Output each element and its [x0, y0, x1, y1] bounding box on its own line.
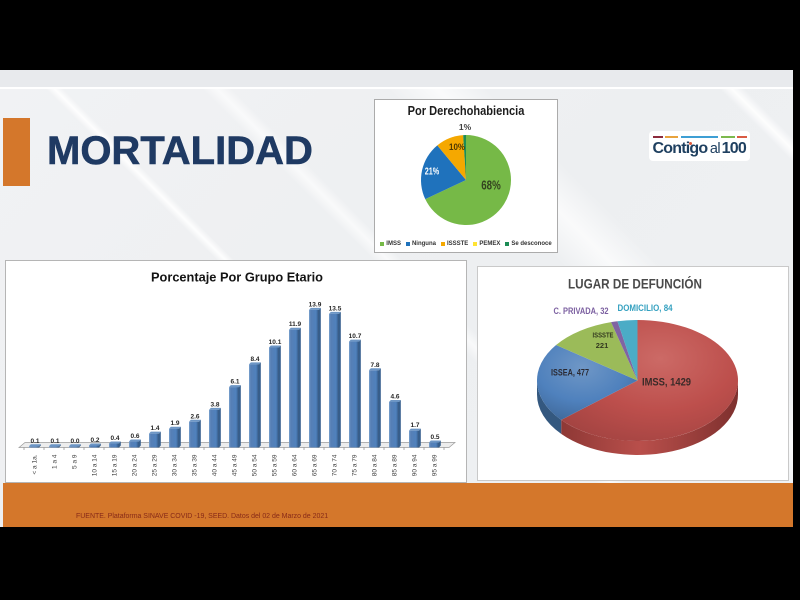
svg-text:LUGAR DE DEFUNCIÓN: LUGAR DE DEFUNCIÓN	[568, 275, 702, 292]
svg-text:10%: 10%	[449, 142, 465, 153]
svg-text:ISSEA, 477: ISSEA, 477	[551, 368, 589, 379]
svg-text:7.8: 7.8	[370, 362, 379, 369]
svg-text:13.9: 13.9	[309, 301, 322, 308]
svg-text:45 a 49: 45 a 49	[232, 454, 239, 476]
svg-text:0.0: 0.0	[70, 438, 79, 445]
svg-text:221: 221	[596, 341, 609, 350]
svg-text:13.5: 13.5	[329, 305, 342, 312]
svg-text:< a 1a.: < a 1a.	[32, 454, 39, 474]
svg-text:70 a 74: 70 a 74	[332, 454, 339, 476]
svg-text:60 a 64: 60 a 64	[292, 454, 299, 476]
svg-text:90 a 94: 90 a 94	[412, 454, 419, 476]
svg-text:5 a 9: 5 a 9	[72, 454, 79, 469]
svg-text:0.1: 0.1	[50, 438, 59, 445]
svg-text:85 a 89: 85 a 89	[392, 454, 399, 476]
svg-text:1%: 1%	[459, 122, 472, 132]
svg-text:3.8: 3.8	[210, 401, 219, 408]
svg-text:0.1: 0.1	[30, 438, 39, 445]
svg-text:30 a 34: 30 a 34	[172, 454, 179, 476]
svg-text:0.5: 0.5	[430, 434, 439, 441]
svg-text:15 a 19: 15 a 19	[112, 454, 119, 476]
svg-text:1.4: 1.4	[150, 425, 159, 432]
svg-text:20 a 24: 20 a 24	[132, 454, 139, 476]
svg-text:1.7: 1.7	[410, 422, 419, 429]
svg-text:68%: 68%	[481, 178, 501, 193]
svg-text:10.7: 10.7	[349, 333, 362, 340]
svg-text:ISSSTE: ISSSTE	[593, 330, 614, 339]
svg-text:4.6: 4.6	[390, 393, 399, 400]
svg-text:95 a 99: 95 a 99	[432, 454, 439, 476]
svg-text:55 a 59: 55 a 59	[272, 454, 279, 476]
svg-text:0.2: 0.2	[90, 437, 99, 444]
svg-text:21%: 21%	[425, 167, 440, 178]
svg-text:C. PRIVADA, 32: C. PRIVADA, 32	[554, 306, 609, 317]
svg-text:1 a 4: 1 a 4	[52, 454, 59, 469]
svg-text:25 a 29: 25 a 29	[152, 454, 159, 476]
svg-text:35 a 39: 35 a 39	[192, 454, 199, 476]
svg-text:1.9: 1.9	[170, 420, 179, 427]
svg-text:0.6: 0.6	[130, 433, 139, 440]
svg-text:40 a 44: 40 a 44	[212, 454, 219, 476]
svg-text:8.4: 8.4	[250, 356, 259, 363]
svg-text:0.4: 0.4	[110, 435, 119, 442]
svg-text:DOMICILIO, 84: DOMICILIO, 84	[618, 303, 674, 314]
svg-text:6.1: 6.1	[230, 379, 239, 386]
svg-text:75 a 79: 75 a 79	[352, 454, 359, 476]
svg-text:2.6: 2.6	[190, 413, 199, 420]
svg-text:65 a 69: 65 a 69	[312, 454, 319, 476]
svg-text:50 a 54: 50 a 54	[252, 454, 259, 476]
svg-text:IMSS, 1429: IMSS, 1429	[642, 377, 691, 389]
svg-text:80 a 84: 80 a 84	[372, 454, 379, 476]
svg-text:11.9: 11.9	[289, 321, 302, 328]
svg-text:10 a 14: 10 a 14	[92, 454, 99, 476]
svg-text:10.1: 10.1	[269, 339, 282, 346]
svg-text:Porcentaje Por Grupo Etario: Porcentaje Por Grupo Etario	[151, 270, 323, 285]
